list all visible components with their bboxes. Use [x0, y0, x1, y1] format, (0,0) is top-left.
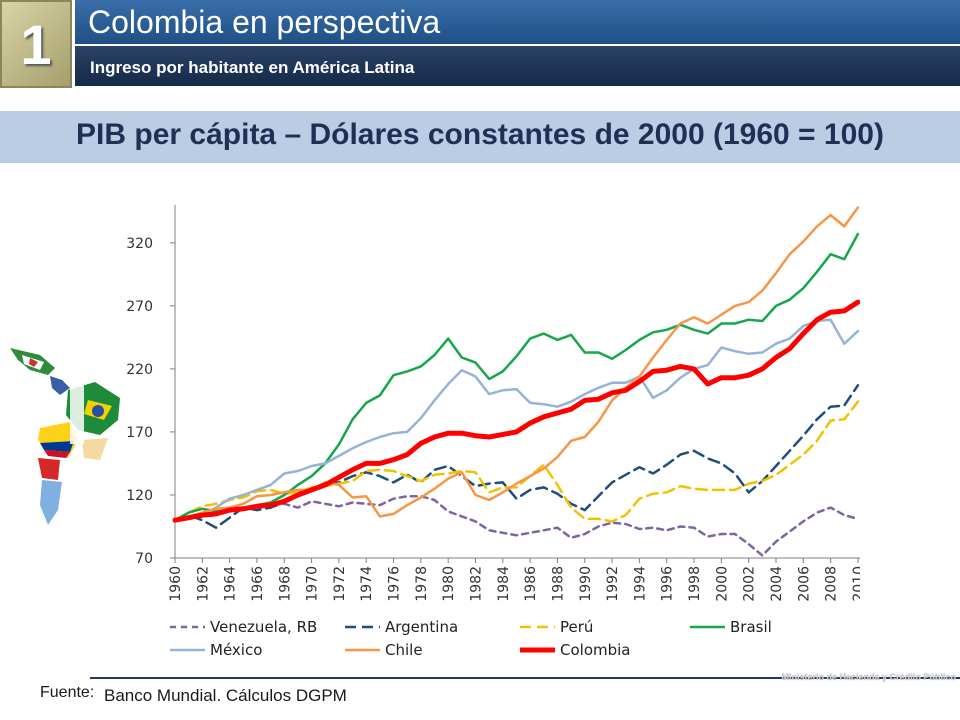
chart-title-banner — [0, 111, 960, 163]
footer-source-text: Banco Mundial. Cálculos DGPM — [104, 686, 347, 705]
series-line-argentina — [173, 384, 860, 529]
x-tick-label: 1980 — [441, 566, 457, 602]
map-centralamerica-shape — [50, 376, 70, 395]
series-line-m-xico — [173, 318, 860, 522]
x-tick-label: 1960 — [168, 566, 184, 602]
x-tick-label: 2002 — [742, 566, 758, 602]
x-tick-label: 1966 — [250, 566, 266, 602]
x-tick-label: 2006 — [796, 566, 812, 602]
footer-source-label: Fuente: — [40, 684, 95, 701]
x-tick-label: 1992 — [605, 566, 621, 602]
latin-america-flags-map-icon — [10, 348, 120, 525]
x-tick-label: 1996 — [660, 566, 676, 602]
y-tick-label: 320 — [126, 236, 153, 252]
chart-title: PIB per cápita – Dólares constantes de 2… — [76, 118, 884, 151]
legend-label: Brasil — [730, 618, 772, 636]
x-tick-label: 1972 — [332, 566, 348, 602]
x-tick-label: 1964 — [223, 566, 239, 602]
y-tick-label: 120 — [126, 488, 153, 504]
x-tick-label: 1974 — [359, 566, 375, 602]
footer-ministry-brand: Ministerio de Hacienda y Crédito Público — [781, 672, 956, 682]
header-bar — [75, 0, 960, 44]
slide-title: Colombia en perspectiva — [88, 4, 441, 40]
y-tick-label: 170 — [126, 425, 153, 441]
series-line-venezuela-rb — [173, 494, 860, 557]
y-tick-label: 220 — [126, 362, 153, 378]
x-tick-label: 1986 — [523, 566, 539, 602]
series-line-chile — [173, 206, 860, 522]
x-tick-label: 1982 — [468, 566, 484, 602]
legend-label: Perú — [560, 618, 593, 636]
legend-label: Venezuela, RB — [210, 618, 317, 636]
series-line-brasil — [173, 232, 860, 522]
x-tick-label: 1994 — [632, 566, 648, 602]
x-tick-label: 1978 — [414, 566, 430, 602]
y-tick-label: 70 — [135, 551, 153, 567]
x-tick-label: 1970 — [305, 566, 321, 602]
x-tick-label: 1976 — [387, 566, 403, 602]
map-peru-shape — [38, 458, 60, 480]
plot-area: 70 120 170 220 270 320 1960 1962 1964 1966 1968 197… — [126, 205, 860, 659]
gdp-per-capita-chart: 70 120 170 220 270 320 1960 1962 1964 1966 1968 197… — [126, 205, 860, 659]
map-argentina-shape — [40, 480, 62, 525]
x-tick-label: 1998 — [687, 566, 703, 602]
x-tick-label: 1990 — [578, 566, 594, 602]
x-tick-label: 1968 — [277, 566, 293, 602]
y-tick-label: 270 — [126, 299, 153, 315]
x-tick-label: 1962 — [195, 566, 211, 602]
legend-label: Chile — [385, 641, 423, 659]
x-tick-label: 2004 — [769, 566, 785, 602]
legend-label: Colombia — [560, 641, 631, 659]
map-venezuela-shape — [82, 438, 108, 460]
slide-number-badge: 1 — [0, 0, 72, 88]
slide-subtitle: Ingreso por habitante en América Latina — [90, 58, 415, 77]
legend-label: Argentina — [385, 618, 458, 636]
x-tick-label: 1984 — [496, 566, 512, 602]
legend-label: México — [210, 641, 262, 659]
header-subbar — [75, 46, 960, 86]
footer-divider — [90, 677, 960, 679]
x-tick-label: 2010 — [851, 566, 860, 602]
x-tick-label: 1988 — [550, 566, 566, 602]
x-tick-label: 2000 — [714, 566, 730, 602]
series-line-per — [173, 400, 860, 523]
series-line-colombia — [172, 299, 860, 523]
x-tick-label: 2008 — [824, 566, 840, 602]
